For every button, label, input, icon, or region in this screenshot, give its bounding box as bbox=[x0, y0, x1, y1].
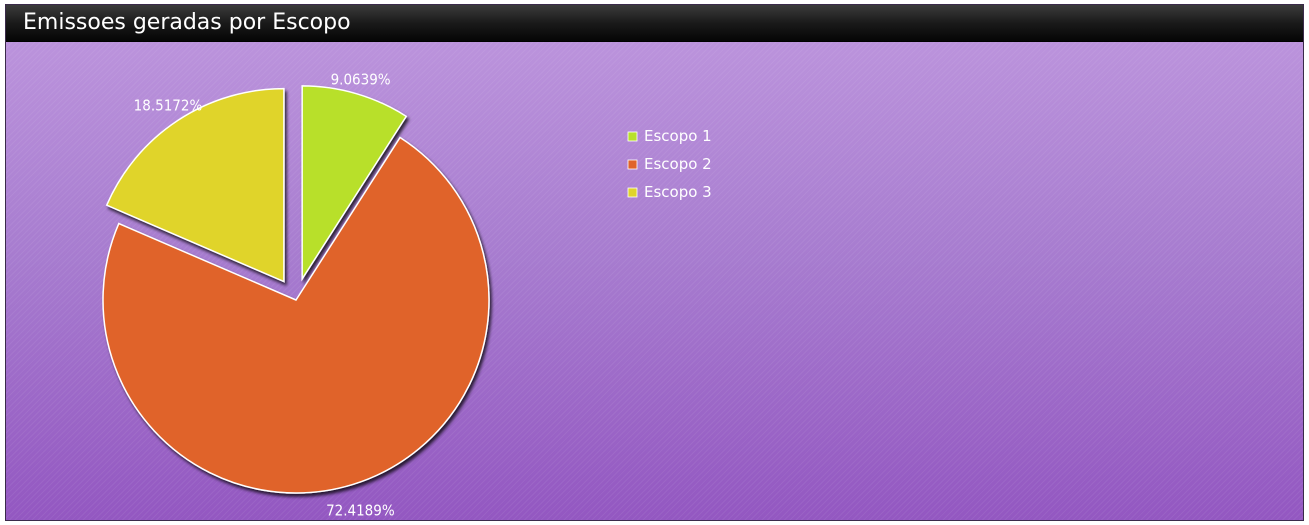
chart-header: Emissoes geradas por Escopo bbox=[6, 5, 1303, 42]
pie-slice-escopo-2[interactable] bbox=[102, 136, 490, 494]
legend-label-escopo-2[interactable]: Escopo 2 bbox=[644, 155, 712, 173]
plot-area: 9.0639% 72.4189% 18.5172% Escopo 1 Escopo 2… bbox=[6, 42, 1303, 520]
pie-labels: 9.0639% 72.4189% 18.5172% bbox=[134, 70, 395, 519]
pie-label-escopo-3: 18.5172% bbox=[134, 96, 203, 114]
pie-slice-escopo-1[interactable] bbox=[301, 85, 408, 282]
legend-label-escopo-1[interactable]: Escopo 1 bbox=[644, 127, 712, 145]
pie-slice-escopo-3[interactable] bbox=[105, 87, 285, 283]
pie-slices bbox=[102, 85, 490, 494]
pie-chart: 9.0639% 72.4189% 18.5172% Escopo 1 Escopo 2… bbox=[102, 70, 712, 519]
legend-swatch-escopo-3 bbox=[627, 187, 638, 198]
legend-swatch-escopo-2 bbox=[627, 159, 638, 170]
legend: Escopo 1 Escopo 2 Escopo 3 bbox=[627, 127, 712, 201]
legend-swatch-escopo-1 bbox=[627, 131, 638, 142]
pie-label-escopo-1: 9.0639% bbox=[331, 70, 391, 88]
pie-label-escopo-2: 72.4189% bbox=[326, 501, 395, 519]
chart-title: Emissoes geradas por Escopo bbox=[23, 10, 351, 35]
legend-label-escopo-3[interactable]: Escopo 3 bbox=[644, 183, 712, 201]
chart-panel: Emissoes geradas por Escopo 9.0639% 72.41… bbox=[5, 4, 1304, 521]
